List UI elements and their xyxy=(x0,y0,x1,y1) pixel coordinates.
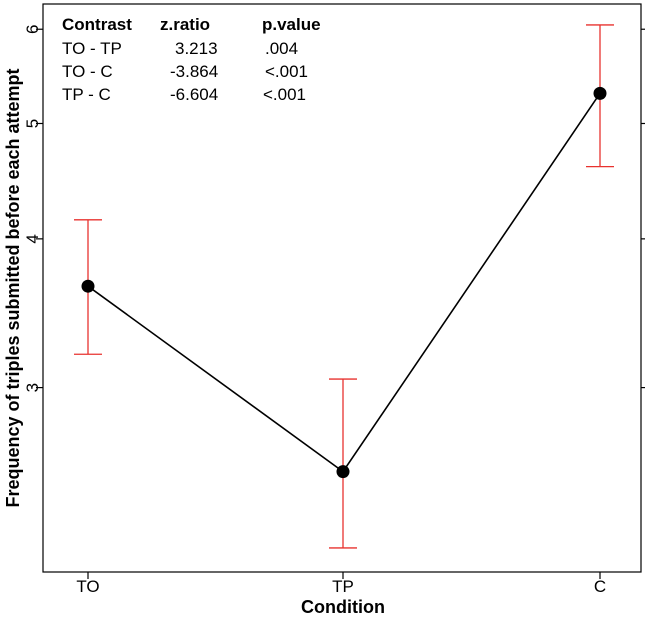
plot-frame xyxy=(42,3,642,573)
y-tick-label: 4 xyxy=(23,234,42,243)
table-row-2-p-value: <.001 xyxy=(265,62,308,81)
y-tick-label: 5 xyxy=(23,119,42,128)
table-header-p-value: p.value xyxy=(262,15,321,34)
table-row-2-z-ratio: -3.864 xyxy=(170,62,218,81)
data-point-tp xyxy=(336,465,350,479)
y-tick-label: 6 xyxy=(23,24,42,33)
data-point-to xyxy=(81,279,95,293)
contrast-table: Contrast z.ratio p.value TO - TP 3.213 .… xyxy=(62,15,321,104)
table-row-1-p-value: .004 xyxy=(265,39,298,58)
y-axis-title: Frequency of triples submitted before ea… xyxy=(3,68,23,507)
y-tick-label: 3 xyxy=(23,383,42,392)
series-line xyxy=(81,86,607,479)
x-tick-label: C xyxy=(594,577,606,596)
table-row-2-contrast: TO - C xyxy=(62,62,113,81)
table-row-3-contrast: TP - C xyxy=(62,85,111,104)
table-row-1-z-ratio: 3.213 xyxy=(175,39,218,58)
x-axis-title: Condition xyxy=(301,597,385,617)
table-header-z-ratio: z.ratio xyxy=(160,15,210,34)
series-polyline xyxy=(87,92,601,473)
table-header-contrast: Contrast xyxy=(62,15,132,34)
y-axis: 3 4 5 6 xyxy=(23,24,645,392)
table-row-3-z-ratio: -6.604 xyxy=(170,85,218,104)
x-tick-label: TO xyxy=(76,577,99,596)
x-axis: TO TP C xyxy=(76,572,606,596)
table-row-3-p-value: <.001 xyxy=(263,85,306,104)
data-point-c xyxy=(593,86,607,100)
x-tick-label: TP xyxy=(332,577,354,596)
table-row-1-contrast: TO - TP xyxy=(62,39,122,58)
